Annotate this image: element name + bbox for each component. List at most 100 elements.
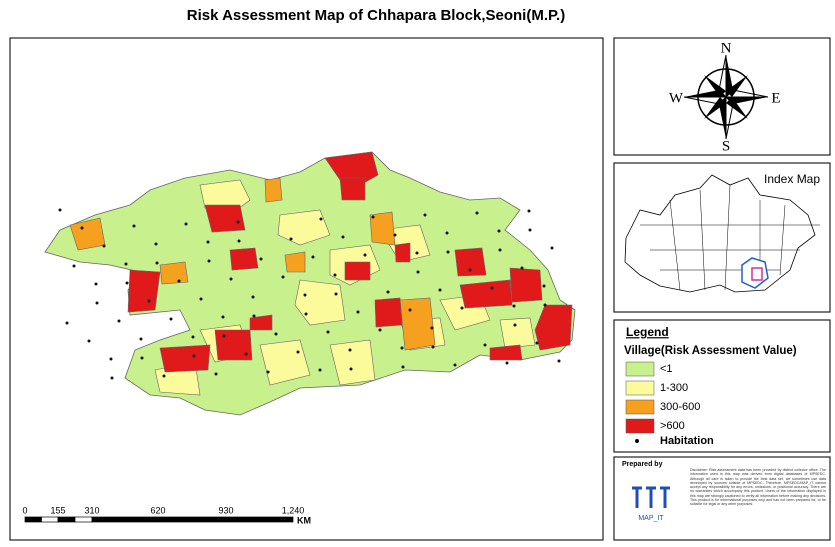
scale-segment — [225, 516, 294, 523]
legend-subtitle: Village(Risk Assessment Value) — [624, 345, 797, 357]
habitation-point — [304, 312, 308, 316]
disclaimer-box: Disclaimer: Risk assessment data has bee… — [690, 468, 826, 507]
habitation-point — [72, 264, 76, 268]
habitation-point — [349, 367, 353, 371]
habitation-point — [229, 277, 233, 281]
east-label: E — [771, 90, 780, 106]
habitation-point — [431, 345, 435, 349]
village-area — [214, 329, 253, 361]
habitation-point — [520, 266, 524, 270]
habitation-point — [348, 348, 352, 352]
village-area — [344, 261, 371, 281]
scale-segment — [74, 516, 93, 523]
habitation-point — [169, 317, 173, 321]
habitation-point — [401, 365, 405, 369]
habitation-point — [244, 352, 248, 356]
legend-swatch — [625, 380, 655, 396]
west-label: W — [669, 90, 684, 106]
habitation-point — [475, 211, 479, 215]
habitation-point — [252, 314, 256, 318]
habitation-point — [289, 237, 293, 241]
habitation-point — [65, 321, 69, 325]
habitation-point — [334, 292, 338, 296]
habitation-point — [162, 374, 166, 378]
habitation-point — [400, 346, 404, 350]
habitation-point — [259, 257, 263, 261]
habitation-point — [542, 284, 546, 288]
legend-label: 300-600 — [660, 401, 700, 413]
habitation-point — [453, 363, 457, 367]
scale-segment — [91, 516, 159, 523]
disclaimer: Disclaimer: Risk assessment data has bee… — [690, 468, 826, 507]
habitation-point — [438, 288, 442, 292]
habitation-point — [408, 308, 412, 312]
legend-title: Legend — [626, 325, 669, 339]
logo-text: MAP_IT — [638, 515, 664, 522]
habitation-point — [423, 213, 427, 217]
habitation-point — [206, 240, 210, 244]
village-map — [44, 151, 576, 416]
habitation-point — [140, 356, 144, 360]
habitation-point — [528, 228, 532, 232]
habitation-point — [80, 226, 84, 230]
habitation-point — [207, 259, 211, 263]
habitation-point — [102, 244, 106, 248]
habitation-point — [497, 229, 501, 233]
habitation-point — [483, 343, 487, 347]
habitation-point — [303, 293, 307, 297]
village-area — [454, 247, 487, 277]
habitation-point — [446, 250, 450, 254]
scale-label: 310 — [84, 505, 99, 515]
scale-label: 930 — [218, 505, 233, 515]
habitation-point — [557, 359, 561, 363]
habitation-point — [490, 286, 494, 290]
habitation-point — [512, 304, 516, 308]
village-area — [509, 267, 543, 303]
habitation-label: Habitation — [660, 435, 714, 447]
habitation-point — [378, 328, 382, 332]
village-area — [459, 279, 513, 309]
habitation-point — [110, 376, 114, 380]
habitation-point — [95, 301, 99, 305]
village-area — [159, 261, 189, 285]
habitation-point — [87, 339, 91, 343]
village-area — [284, 251, 306, 273]
habitation-point — [296, 350, 300, 354]
village-area — [127, 269, 161, 313]
legend-label: <1 — [660, 363, 673, 375]
habitation-point — [214, 372, 218, 376]
habitation-point — [430, 326, 434, 330]
village-area — [489, 344, 523, 361]
habitation-point — [333, 273, 337, 277]
habitation-point — [498, 248, 502, 252]
habitation-point — [505, 361, 509, 365]
village-area — [329, 339, 376, 386]
habitation-point — [363, 253, 367, 257]
habitation-point — [543, 303, 547, 307]
habitation-point — [222, 334, 226, 338]
habitation-point — [199, 297, 203, 301]
habitation-point — [311, 255, 315, 259]
scale-segment — [41, 516, 59, 523]
habitation-point — [415, 251, 419, 255]
habitation-point — [527, 209, 531, 213]
village-area — [394, 242, 411, 263]
village-area — [294, 279, 346, 326]
compass: N E S W — [669, 40, 781, 154]
habitation-point — [274, 332, 278, 336]
legend-swatch — [625, 399, 655, 415]
scale-label: 620 — [150, 505, 165, 515]
habitation-point — [550, 246, 554, 250]
habitation-point — [139, 337, 143, 341]
index-map-title: Index Map — [764, 172, 820, 186]
habitation-point — [132, 224, 136, 228]
habitation-point — [58, 208, 62, 212]
north-label: N — [721, 40, 732, 56]
habitation-point — [535, 341, 539, 345]
habitation-point — [155, 261, 159, 265]
scale-segment — [157, 516, 227, 523]
habitation-point — [326, 330, 330, 334]
habitation-point — [117, 319, 121, 323]
legend-swatch — [625, 418, 655, 434]
habitation-point — [266, 370, 270, 374]
